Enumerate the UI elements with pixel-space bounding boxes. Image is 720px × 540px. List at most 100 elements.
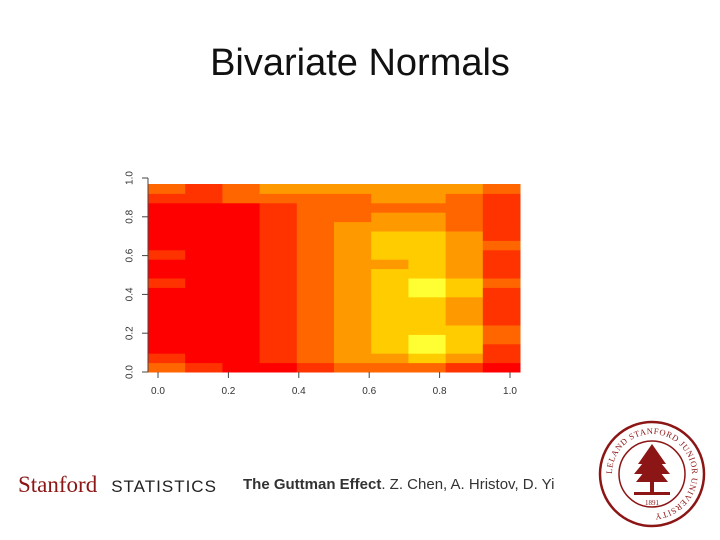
heatmap-cell <box>259 315 298 326</box>
heatmap-cell <box>334 362 372 373</box>
heatmap-cell <box>185 268 223 279</box>
heatmap-cell <box>445 362 484 373</box>
heatmap-cell <box>371 249 409 260</box>
heatmap-cell <box>408 353 447 364</box>
heatmap-cell <box>445 278 484 288</box>
heatmap-cell <box>222 184 261 194</box>
y-axis: 0.0 0.2 0.4 0.6 0.8 1.0 <box>125 171 149 379</box>
heatmap-cell <box>334 306 372 317</box>
heatmap-cell <box>259 184 298 194</box>
heatmap-cell <box>371 268 409 279</box>
heatmap-cell <box>296 287 335 298</box>
heatmap-cell <box>482 353 521 364</box>
department-label: STATISTICS <box>111 477 217 496</box>
heatmap-cell <box>334 334 372 345</box>
heatmap-cell <box>259 268 298 279</box>
heatmap-cell <box>482 193 521 204</box>
heatmap-cell <box>445 231 484 241</box>
heatmap-cell <box>148 202 186 213</box>
heatmap-cell <box>408 249 447 260</box>
y-tick-label: 0.6 <box>125 248 136 262</box>
heatmap-cell <box>334 202 372 213</box>
heatmap-cell <box>408 325 447 335</box>
heatmap-cell <box>482 315 521 326</box>
heatmap-cell <box>334 278 372 288</box>
heatmap-cell <box>408 296 447 307</box>
heatmap-chart: 0.0 0.2 0.4 0.6 0.8 1.0 0.0 0.2 0.4 0.6 0.8 1.0 <box>125 171 521 397</box>
heatmap-cell <box>408 193 447 204</box>
heatmap-cell <box>408 278 447 288</box>
heatmap-cell <box>482 231 521 241</box>
heatmap-cell <box>371 193 409 204</box>
heatmap-cell <box>408 231 447 241</box>
heatmap-cell <box>445 202 484 213</box>
heatmap-cell <box>408 268 447 279</box>
heatmap-cell <box>259 221 298 232</box>
heatmap-cell <box>371 306 409 317</box>
heatmap-cell <box>259 325 298 335</box>
heatmap-cell <box>371 221 409 232</box>
heatmap-cell <box>445 296 484 307</box>
heatmap-cell <box>408 240 447 251</box>
heatmap-cell <box>148 334 186 345</box>
heatmap-cell <box>445 315 484 326</box>
heatmap-cell <box>408 315 447 326</box>
heatmap-cell <box>185 278 223 288</box>
y-tick-label: 0.8 <box>125 209 136 223</box>
heatmap-cell <box>445 193 484 204</box>
heatmap-cell <box>445 240 484 251</box>
heatmap-cell <box>148 296 186 307</box>
x-tick-label: 0.0 <box>151 386 165 397</box>
heatmap-cell <box>408 306 447 317</box>
heatmap-cell <box>334 296 372 307</box>
heatmap-cell <box>148 315 186 326</box>
heatmap-cell <box>185 353 223 364</box>
heatmap-cell <box>334 184 372 194</box>
heatmap-cell <box>185 202 223 213</box>
heatmap-cell <box>445 268 484 279</box>
heatmap-cell <box>482 334 521 345</box>
heatmap-cell <box>259 212 298 223</box>
stanford-logo: Stanford <box>18 472 98 497</box>
heatmap-cell <box>222 325 261 335</box>
heatmap-cell <box>482 202 521 213</box>
heatmap-cell <box>259 353 298 364</box>
heatmap-cell <box>296 268 335 279</box>
heatmap-cell <box>222 249 261 260</box>
heatmap-cell <box>408 343 447 354</box>
x-tick-label: 0.8 <box>433 386 447 397</box>
heatmap-cell <box>445 353 484 364</box>
heatmap-cell <box>296 343 335 354</box>
x-tick-label: 0.6 <box>362 386 376 397</box>
heatmap-cell <box>482 268 521 279</box>
heatmap-cell <box>296 202 335 213</box>
heatmap-cell <box>148 306 186 317</box>
heatmap-cell <box>482 184 521 194</box>
heatmap-cell <box>148 353 186 364</box>
heatmap-cell <box>408 287 447 298</box>
heatmap-cell <box>148 325 186 335</box>
heatmap-cell <box>148 362 186 373</box>
heatmap-cell <box>185 296 223 307</box>
heatmap-cell <box>371 296 409 307</box>
citation-title: The Guttman Effect <box>243 476 382 493</box>
heatmap-cell <box>185 240 223 251</box>
heatmap-cell <box>259 296 298 307</box>
x-tick-label: 0.2 <box>221 386 235 397</box>
heatmap-cell <box>185 212 223 223</box>
heatmap-cell <box>185 315 223 326</box>
heatmap-cell <box>222 221 261 232</box>
heatmap-cell <box>296 296 335 307</box>
x-axis: 0.0 0.2 0.4 0.6 0.8 1.0 <box>151 372 517 397</box>
citation-authors: . Z. Chen, A. Hristov, D. Yi <box>381 476 555 493</box>
heatmap-cell <box>296 334 335 345</box>
heatmap-cell <box>334 315 372 326</box>
heatmap-cell <box>222 259 261 270</box>
heatmap-cell <box>482 249 521 260</box>
heatmap-cell <box>148 212 186 223</box>
heatmap-cell <box>334 240 372 251</box>
heatmap-cell <box>296 193 335 204</box>
heatmap-cell <box>334 353 372 364</box>
heatmap-cell <box>259 278 298 288</box>
heatmap-cell <box>259 259 298 270</box>
